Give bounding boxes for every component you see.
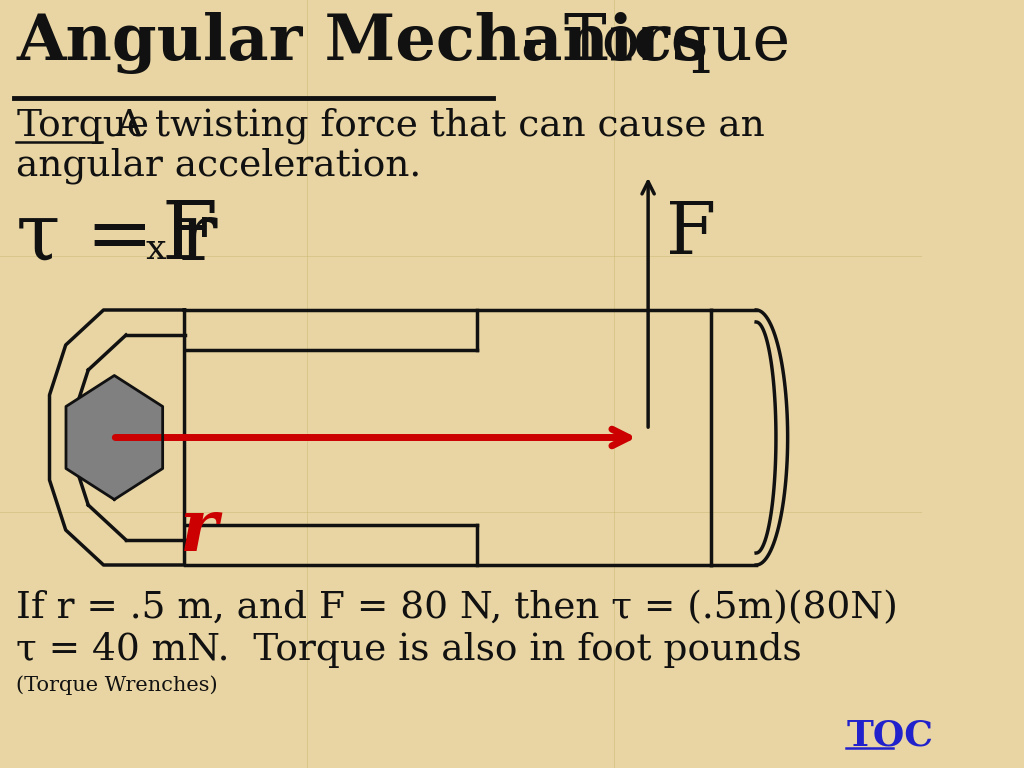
Text: Angular Mechanics: Angular Mechanics <box>16 12 709 74</box>
Text: x: x <box>145 232 166 266</box>
Polygon shape <box>66 376 163 499</box>
Text: Torque: Torque <box>16 108 150 144</box>
Text: A twisting force that can cause an: A twisting force that can cause an <box>104 108 765 144</box>
Text: TOC: TOC <box>846 718 933 752</box>
Text: - Torque: - Torque <box>503 12 791 73</box>
Text: r: r <box>180 495 218 566</box>
Text: F: F <box>667 198 716 269</box>
Text: If r = .5 m, and F = 80 N, then τ = (.5m)(80N): If r = .5 m, and F = 80 N, then τ = (.5m… <box>16 590 898 626</box>
Text: angular acceleration.: angular acceleration. <box>16 148 422 184</box>
Text: F: F <box>161 198 217 276</box>
Text: τ = r: τ = r <box>16 198 218 276</box>
Text: (Torque Wrenches): (Torque Wrenches) <box>16 675 218 695</box>
Text: τ = 40 mN.  Torque is also in foot pounds: τ = 40 mN. Torque is also in foot pounds <box>16 632 802 668</box>
